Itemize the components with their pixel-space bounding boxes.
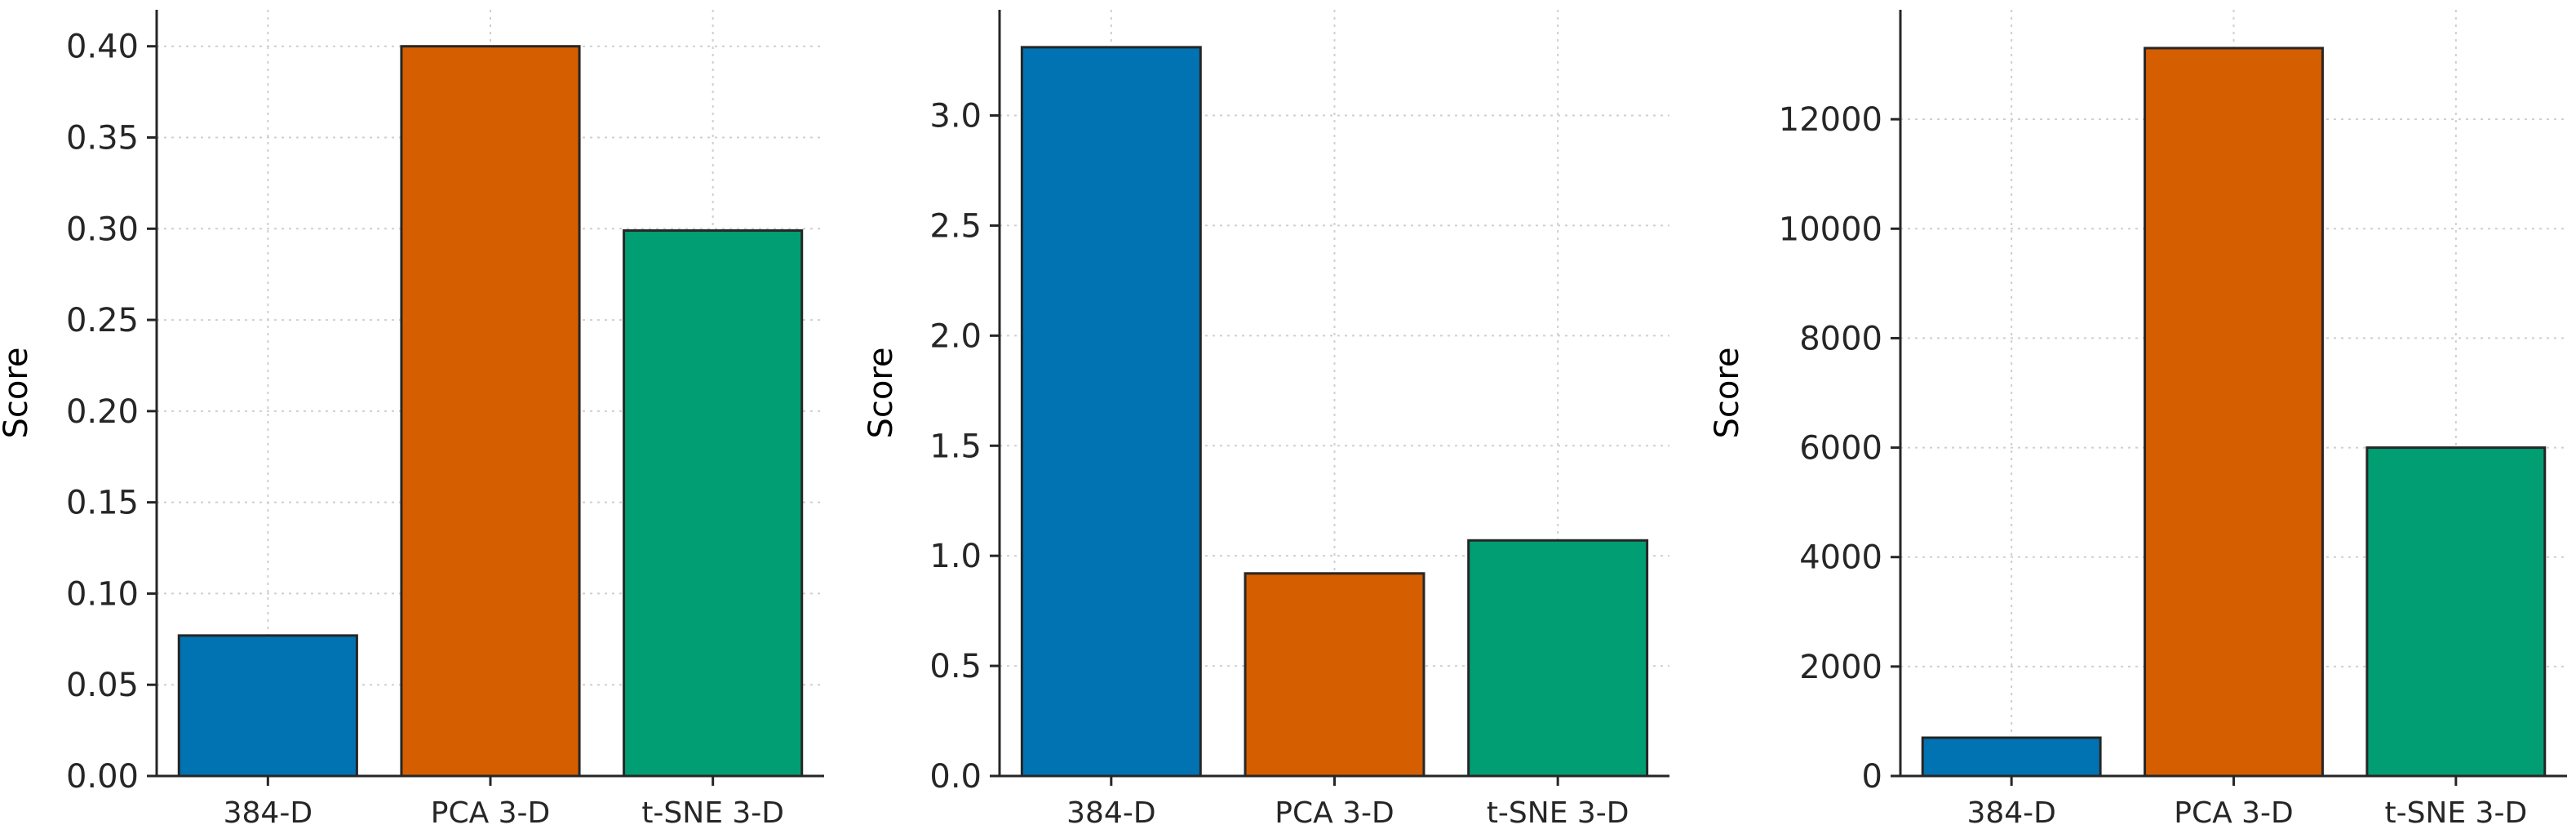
x-tick-label: t-SNE 3-D xyxy=(641,796,784,830)
bars xyxy=(1921,47,2547,778)
bar-pca-3-d xyxy=(400,45,581,778)
y-tick-label: 0.10 xyxy=(66,575,139,613)
y-tick-label: 1.5 xyxy=(929,428,982,465)
x-tick-label: t-SNE 3-D xyxy=(1487,796,1629,830)
y-axis-label: Score xyxy=(0,347,35,438)
bar-pca-3-d xyxy=(2144,47,2324,778)
y-tick-label: 3.0 xyxy=(929,98,982,135)
y-tick-label: 10000 xyxy=(1779,211,1882,248)
y-axis-label: Score xyxy=(862,347,900,438)
bar-t-sne-3-d xyxy=(1467,539,1649,778)
x-tick-label: PCA 3-D xyxy=(2174,796,2294,830)
bar-t-sne-3-d xyxy=(2365,446,2547,778)
x-tick-label: PCA 3-D xyxy=(431,796,551,830)
y-tick-label: 4000 xyxy=(1799,539,1882,577)
y-tick-label: 0.20 xyxy=(66,393,139,431)
bar-384-d xyxy=(1020,46,1202,778)
x-tick-label: PCA 3-D xyxy=(1275,796,1394,830)
y-tick-label: 12000 xyxy=(1779,101,1882,139)
y-tick-label: 2.0 xyxy=(929,317,982,355)
y-tick-label: 0.00 xyxy=(66,758,139,796)
chart-panel-1: 0.00 0.05 0.10 0.15 0.20 0.25 0.30 0.35 0.40 384-… xyxy=(0,10,824,830)
chart-panel-2: 0.0 0.5 1.0 1.5 2.0 2.5 3.0 384-D PCA 3-D t-SNE 3… xyxy=(862,10,1669,830)
bar-384-d xyxy=(177,634,358,778)
y-tick-label: 0.35 xyxy=(66,120,139,157)
x-tick-label: 384-D xyxy=(1066,796,1155,830)
y-axis-label: Score xyxy=(1709,347,1746,438)
x-tick-label: 384-D xyxy=(1966,796,2055,830)
chart-panel-3: 0 2000 4000 6000 8000 10000 12000 384-D PCA 3-D t… xyxy=(1709,10,2567,830)
y-tick-label: 1.0 xyxy=(929,538,982,575)
y-tick-label: 2.5 xyxy=(929,207,982,245)
y-tick-label: 0.25 xyxy=(66,302,139,339)
y-tick-label: 2000 xyxy=(1799,649,1882,686)
bars xyxy=(1020,46,1649,778)
bar-t-sne-3-d xyxy=(623,229,804,778)
y-tick-label: 0.5 xyxy=(929,648,982,685)
y-tick-label: 0.15 xyxy=(66,485,139,522)
y-tick-label: 0.30 xyxy=(66,211,139,248)
y-tick-label: 8000 xyxy=(1799,320,1882,357)
y-tick-label: 0 xyxy=(1862,758,1882,796)
bar-pca-3-d xyxy=(1244,572,1425,778)
y-tick-label: 0.05 xyxy=(66,667,139,704)
y-tick-label: 0.40 xyxy=(66,29,139,66)
bar-384-d xyxy=(1921,736,2102,778)
y-tick-label: 6000 xyxy=(1799,430,1882,468)
bars xyxy=(177,45,804,778)
x-tick-label: t-SNE 3-D xyxy=(2384,796,2527,830)
y-tick-label: 0.0 xyxy=(929,758,982,796)
x-tick-label: 384-D xyxy=(224,796,313,830)
